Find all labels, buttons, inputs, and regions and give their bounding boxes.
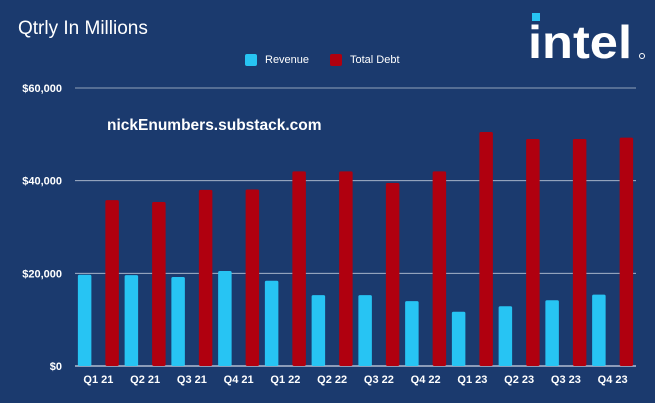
bar-revenue xyxy=(124,275,139,366)
legend-label-revenue: Revenue xyxy=(265,54,310,66)
bar-revenue xyxy=(218,271,232,366)
y-tick-label: $0 xyxy=(50,361,62,373)
x-tick-label: Q4 21 xyxy=(224,374,254,386)
x-tick-label: Q3 21 xyxy=(177,374,207,386)
bar-total-debt xyxy=(105,200,119,366)
bar-total-debt xyxy=(198,189,213,366)
bar-total-debt xyxy=(385,182,400,366)
x-tick-label: Q3 23 xyxy=(551,374,581,386)
x-tick-label: Q1 23 xyxy=(457,374,487,386)
intel-logo: intel xyxy=(528,13,645,66)
x-tick-label: Q4 23 xyxy=(598,374,628,386)
bar-revenue xyxy=(592,294,606,366)
legend-swatch-total-debt xyxy=(330,54,342,66)
legend-swatch-revenue xyxy=(245,54,257,66)
bar-total-debt xyxy=(479,132,493,366)
x-tick-label: Q2 21 xyxy=(130,374,160,386)
bar-revenue xyxy=(545,300,559,366)
legend-item-revenue: Revenue xyxy=(245,54,309,66)
legend: Revenue Total Debt xyxy=(0,54,655,70)
y-tick-label: $60,000 xyxy=(22,83,62,95)
intel-logo-text: intel xyxy=(528,16,632,66)
x-tick-label: Q1 21 xyxy=(83,374,113,386)
intel-logo-registered xyxy=(639,53,645,59)
watermark-text: nickEnumbers.substack.com xyxy=(107,117,322,134)
bar-total-debt xyxy=(619,137,634,366)
bar-revenue xyxy=(451,311,466,366)
bar-revenue xyxy=(405,301,419,366)
intel-logo-dot xyxy=(532,13,540,21)
x-tick-label: Q3 22 xyxy=(364,374,394,386)
bar-revenue xyxy=(498,306,513,366)
x-tick-label: Q2 23 xyxy=(504,374,534,386)
bar-total-debt xyxy=(339,171,353,366)
legend-item-total-debt: Total Debt xyxy=(330,54,400,66)
bar-total-debt xyxy=(572,138,587,366)
legend-label-total-debt: Total Debt xyxy=(350,54,400,66)
bar-revenue xyxy=(264,280,279,366)
bar-revenue xyxy=(358,295,372,366)
bar-total-debt xyxy=(526,138,540,366)
bar-total-debt xyxy=(152,201,166,366)
chart-title: Qtrly In Millions xyxy=(18,18,148,39)
bar-total-debt xyxy=(292,171,306,366)
y-tick-label: $20,000 xyxy=(22,268,62,280)
y-tick-label: $40,000 xyxy=(22,176,62,188)
bar-revenue xyxy=(77,274,92,366)
bar-total-debt xyxy=(432,171,447,366)
x-tick-label: Q2 22 xyxy=(317,374,347,386)
bar-revenue xyxy=(171,277,185,366)
bar-revenue xyxy=(311,295,326,366)
x-tick-label: Q1 22 xyxy=(270,374,300,386)
x-tick-label: Q4 22 xyxy=(411,374,441,386)
bar-total-debt xyxy=(245,189,260,366)
